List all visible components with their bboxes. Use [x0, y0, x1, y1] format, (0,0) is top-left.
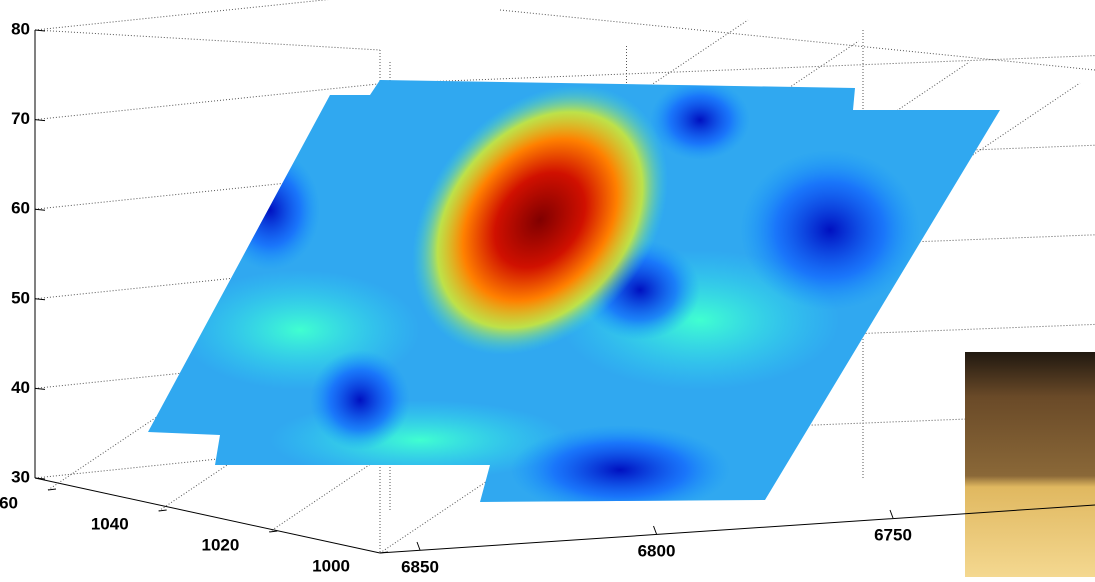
- x-tick-label: 6750: [874, 525, 912, 544]
- z-tick-label: 80: [11, 19, 30, 38]
- z-tick-label: 50: [11, 288, 30, 307]
- grid-line: [34, 262, 381, 300]
- grid-line: [379, 55, 1095, 85]
- z-tick-label: 30: [11, 467, 30, 486]
- grid-line: [34, 352, 381, 389]
- photo-inset: [965, 352, 1095, 577]
- y-tick-label: 1000: [312, 556, 350, 575]
- z-tick-label: 40: [11, 378, 30, 397]
- grid-line: [34, 441, 381, 479]
- y-tick: [158, 509, 167, 512]
- x-tick: [889, 509, 894, 519]
- box-edge: [34, 29, 381, 51]
- y-tick-label: 1020: [202, 535, 240, 554]
- z-tick-label: 60: [11, 199, 30, 218]
- z-tick: [34, 29, 46, 32]
- z-tick-label: 70: [11, 109, 30, 128]
- y-tick: [47, 488, 57, 491]
- z-tick: [34, 298, 46, 301]
- z-tick: [34, 119, 46, 122]
- grid-line: [34, 172, 381, 210]
- y-tick-label: 1060: [0, 493, 18, 512]
- x-axis: [379, 504, 1095, 554]
- x-tick-label: 6800: [638, 541, 676, 560]
- surface: [148, 80, 1000, 502]
- grid-line: [34, 0, 329, 31]
- box-edge: [499, 9, 1095, 71]
- grid-line: [34, 83, 381, 121]
- x-tick-label: 6850: [401, 557, 439, 576]
- y-tick-label: 1040: [91, 514, 129, 533]
- y-axis: [34, 477, 381, 554]
- z-tick: [34, 208, 46, 211]
- x-tick: [416, 541, 421, 551]
- y-tick: [269, 530, 278, 533]
- x-tick: [653, 525, 657, 535]
- z-tick: [34, 387, 46, 390]
